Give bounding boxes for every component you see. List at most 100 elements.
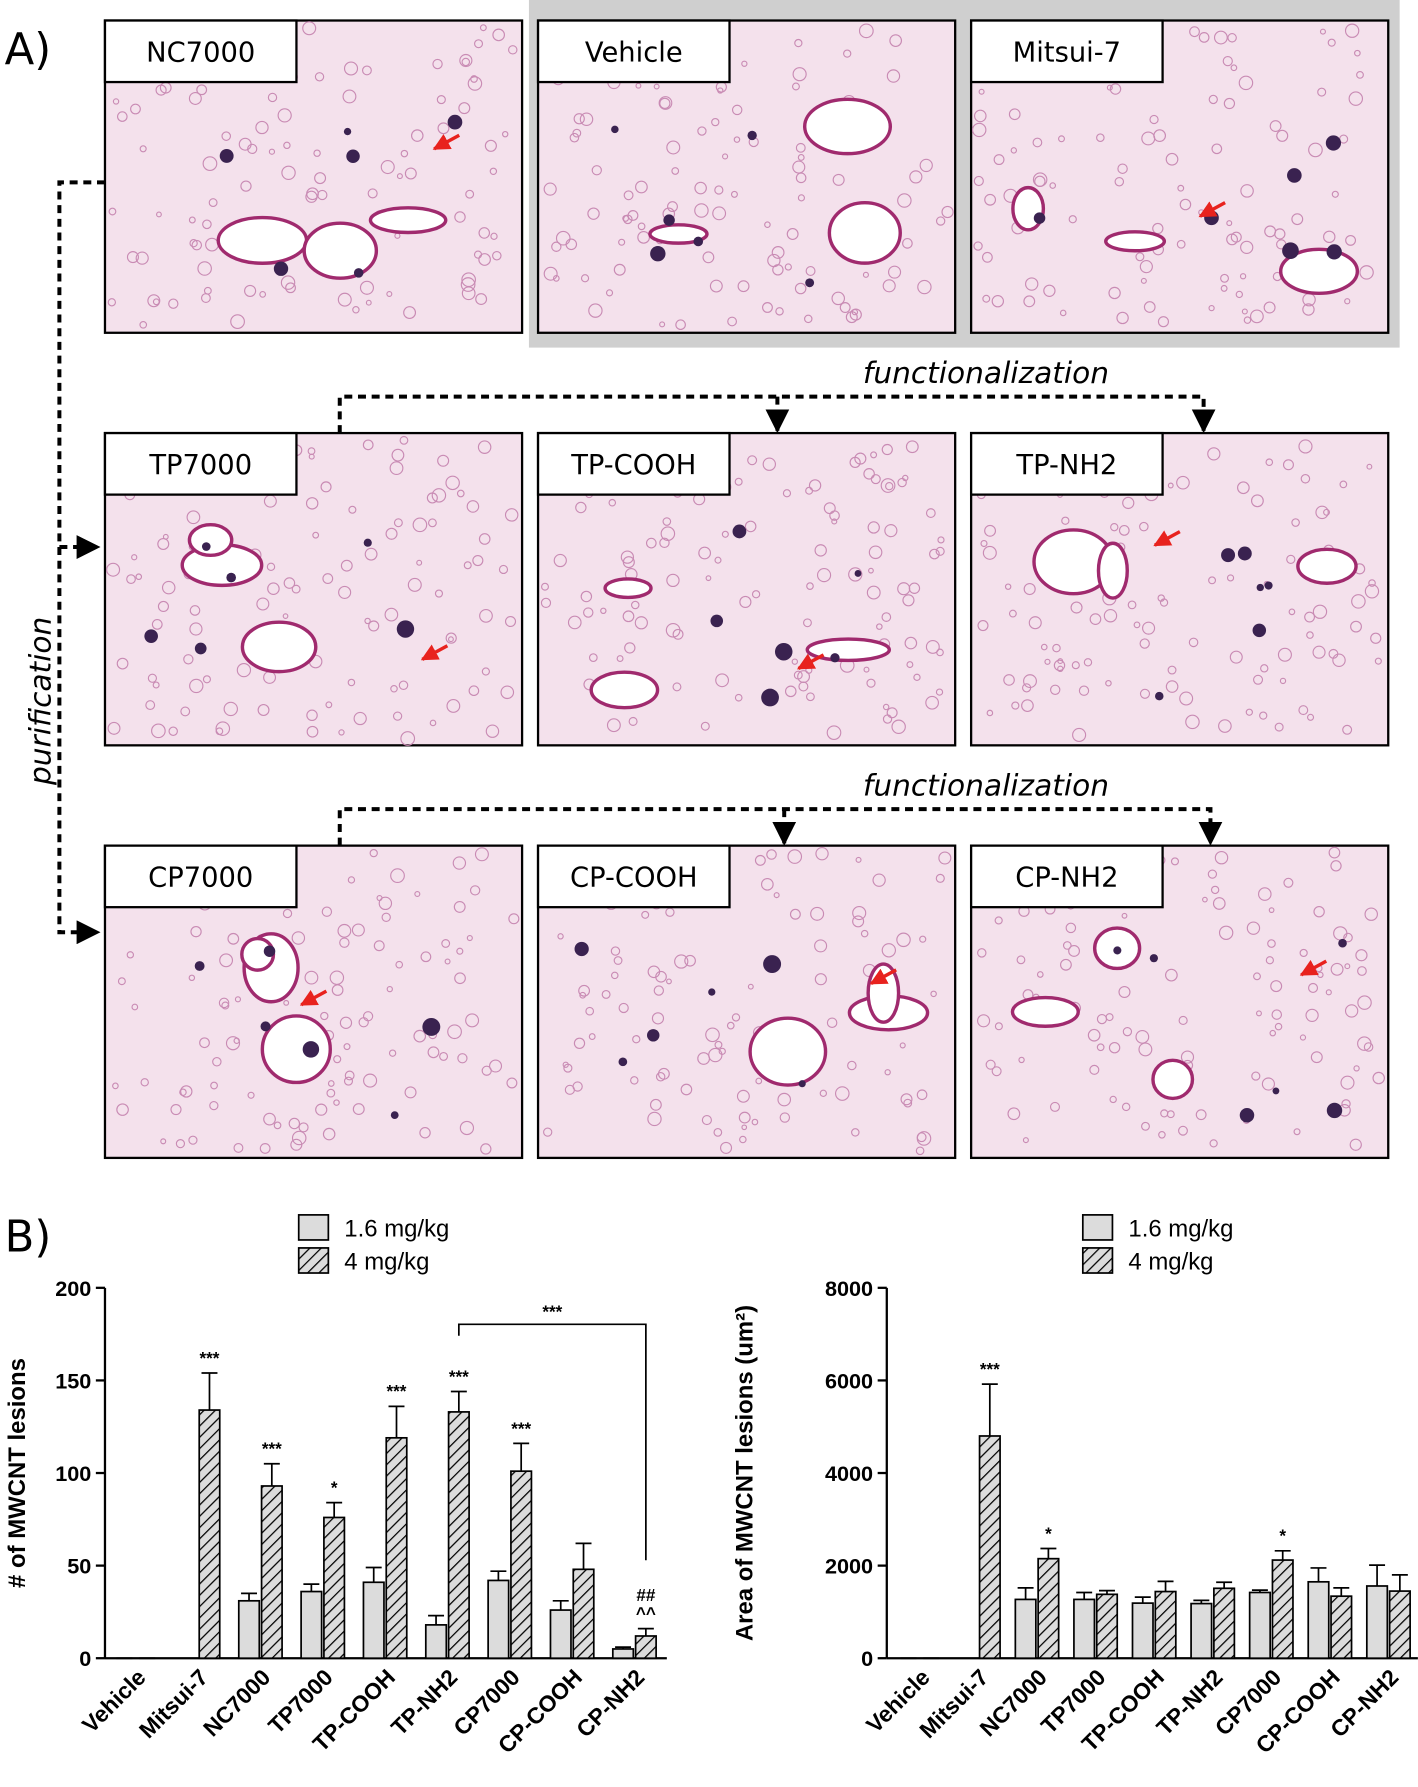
alveolus xyxy=(461,57,471,67)
alveolus xyxy=(390,684,398,693)
alveolus xyxy=(1344,963,1351,970)
alveolus xyxy=(344,1070,355,1081)
alveolus xyxy=(326,1088,336,1098)
alveolus xyxy=(1078,685,1090,696)
alveolus xyxy=(209,1101,219,1111)
alveolus xyxy=(899,1042,906,1049)
alveolus xyxy=(579,112,594,126)
alveolus xyxy=(1277,647,1292,662)
alveolus xyxy=(439,1051,449,1061)
alveolus xyxy=(863,666,870,673)
alveolus xyxy=(180,706,191,717)
alveolus xyxy=(885,482,894,491)
purification-line xyxy=(57,547,101,945)
alveolus xyxy=(886,69,901,83)
alveolus xyxy=(504,508,519,522)
alveolus xyxy=(868,567,874,574)
y-tick-label: 8000 xyxy=(825,1276,873,1301)
functionalization-label: functionalization xyxy=(863,355,1109,390)
alveolus xyxy=(1060,958,1072,971)
alveolus xyxy=(221,1001,230,1010)
tissue-image: CP-NH2 xyxy=(969,844,1390,1160)
lesion xyxy=(353,268,364,278)
alveolus xyxy=(283,577,296,589)
alveolus xyxy=(705,1027,720,1043)
alveolus xyxy=(256,597,270,611)
bar xyxy=(1213,1587,1236,1660)
alveolus xyxy=(1207,447,1221,461)
alveolus xyxy=(1059,309,1067,317)
alveolus xyxy=(852,905,867,921)
alveolus xyxy=(404,167,417,180)
alveolus xyxy=(180,1085,193,1098)
red-arrow xyxy=(432,133,461,151)
lesion xyxy=(854,570,862,577)
bar xyxy=(237,1599,261,1660)
alveolus xyxy=(697,126,707,136)
alveolus xyxy=(339,1016,353,1029)
alveolus xyxy=(851,308,859,316)
alveolus xyxy=(1135,1029,1150,1044)
vessel xyxy=(1278,247,1360,296)
y-tick-label: 6000 xyxy=(825,1368,873,1393)
alveolus xyxy=(653,985,664,996)
alveolus xyxy=(1240,240,1254,254)
alveolus xyxy=(573,113,585,125)
error-bar xyxy=(1274,1549,1291,1561)
alveolus xyxy=(1274,722,1284,732)
bar xyxy=(1388,1590,1411,1660)
alveolus xyxy=(1202,896,1208,903)
alveolus xyxy=(935,546,945,556)
alveolus xyxy=(208,198,218,208)
alveolus xyxy=(227,932,240,945)
alveolus xyxy=(572,1081,583,1092)
alveolus xyxy=(620,550,635,564)
alveolus xyxy=(1167,482,1174,489)
alveolus xyxy=(744,520,757,533)
alveolus xyxy=(1258,887,1272,901)
alveolus xyxy=(1235,290,1243,299)
alveolus xyxy=(553,553,567,568)
lesion xyxy=(650,245,666,262)
alveolus xyxy=(1209,1139,1218,1148)
lesion xyxy=(1155,691,1164,701)
lesion xyxy=(194,961,205,971)
vessel xyxy=(805,637,892,663)
alveolus xyxy=(290,1138,303,1151)
bar xyxy=(362,1581,385,1660)
alveolus xyxy=(795,142,806,153)
alveolus xyxy=(1226,574,1235,582)
lesion xyxy=(1256,583,1264,592)
tissue-image: CP-COOH xyxy=(536,844,957,1160)
purification-line xyxy=(57,180,105,548)
alveolus xyxy=(1070,601,1083,614)
alveolus xyxy=(635,82,642,89)
alveolus xyxy=(308,453,315,460)
vessel xyxy=(302,221,379,280)
lesion xyxy=(574,941,589,957)
alveolus xyxy=(1239,273,1247,280)
image-label-box xyxy=(969,19,1164,84)
alveolus xyxy=(321,906,333,917)
alveolus xyxy=(367,188,378,199)
alveolus xyxy=(858,23,874,39)
bar xyxy=(323,1516,346,1660)
alveolus xyxy=(731,1013,741,1022)
alveolus xyxy=(1313,905,1325,918)
alveolus xyxy=(140,1078,149,1087)
alveolus xyxy=(441,939,451,948)
alveolus xyxy=(1166,1110,1175,1119)
alveolus xyxy=(147,673,158,683)
vessel xyxy=(748,1016,828,1087)
alveolus xyxy=(1208,94,1218,105)
alveolus xyxy=(1250,309,1264,324)
alveolus xyxy=(916,1132,927,1143)
alveolus xyxy=(730,190,738,198)
alveolus xyxy=(675,319,686,331)
alveolus xyxy=(919,935,927,943)
tissue-image: TP-COOH xyxy=(536,431,957,747)
alveolus xyxy=(674,954,689,969)
alveolus xyxy=(1110,522,1119,532)
alveolus xyxy=(359,280,374,295)
